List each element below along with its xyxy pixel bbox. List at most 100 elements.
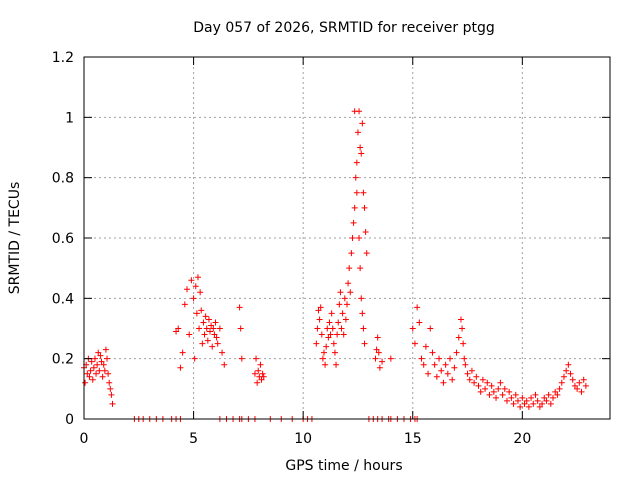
data-point [212, 319, 219, 326]
data-point [193, 310, 200, 317]
data-point [514, 397, 521, 404]
data-point [98, 358, 105, 365]
data-point [361, 204, 368, 211]
data-point [429, 349, 436, 356]
data-point [482, 385, 489, 392]
data-point [258, 376, 265, 383]
data-point [173, 328, 180, 335]
data-point [341, 295, 348, 302]
data-point [576, 379, 583, 386]
chart-title: Day 057 of 2026, SRMTID for receiver ptg… [193, 20, 495, 36]
data-point [94, 361, 101, 368]
data-point [359, 310, 366, 317]
data-point [336, 301, 343, 308]
data-point [567, 370, 574, 377]
data-point [199, 340, 206, 347]
data-point [197, 289, 204, 296]
x-tick-label: 0 [80, 431, 89, 447]
data-point [517, 403, 524, 410]
data-point [543, 397, 550, 404]
data-point [315, 307, 322, 314]
data-point [219, 349, 226, 356]
data-point [331, 349, 338, 356]
data-point [334, 331, 341, 338]
x-tick-label: 15 [404, 431, 422, 447]
data-point [88, 358, 95, 365]
data-point [447, 355, 454, 362]
data-point [449, 376, 456, 383]
data-point [534, 397, 541, 404]
data-point [569, 376, 576, 383]
data-point [503, 397, 510, 404]
data-point [198, 307, 205, 314]
data-point [484, 379, 491, 386]
data-point [571, 382, 578, 389]
data-point [107, 385, 114, 392]
data-point [91, 355, 98, 362]
data-point [420, 361, 427, 368]
data-point [99, 373, 106, 380]
data-point [360, 325, 367, 332]
data-point [451, 364, 458, 371]
data-point [464, 370, 471, 377]
data-point [191, 355, 198, 362]
data-point [372, 355, 379, 362]
data-point [188, 277, 195, 284]
data-point [550, 394, 557, 401]
data-point [106, 379, 113, 386]
data-point [328, 310, 335, 317]
data-point [453, 349, 460, 356]
data-point [414, 304, 421, 311]
data-point [374, 334, 381, 341]
data-point [351, 108, 358, 115]
data-point [237, 325, 244, 332]
data-point [204, 337, 211, 344]
data-point [460, 340, 467, 347]
data-point [554, 391, 561, 398]
data-point [477, 388, 484, 395]
data-point [373, 346, 380, 353]
data-point [213, 334, 220, 341]
data-point [411, 340, 418, 347]
data-point [194, 274, 201, 281]
data-point [499, 391, 506, 398]
data-point [351, 204, 358, 211]
data-point [337, 289, 344, 296]
data-point [200, 319, 207, 326]
y-tick-label: 1 [65, 110, 74, 126]
data-point [488, 382, 495, 389]
data-point [342, 316, 349, 323]
data-point [545, 391, 552, 398]
data-point [422, 343, 429, 350]
data-point [427, 325, 434, 332]
data-point [519, 394, 526, 401]
data-point [532, 391, 539, 398]
data-point [461, 355, 468, 362]
data-point [177, 364, 184, 371]
data-point [361, 340, 368, 347]
data-point [376, 364, 383, 371]
data-point [521, 400, 528, 407]
data-point [530, 400, 537, 407]
data-point [186, 331, 193, 338]
data-point [320, 349, 327, 356]
data-point [357, 144, 364, 151]
data-point [358, 150, 365, 157]
data-point [528, 394, 535, 401]
data-point [541, 394, 548, 401]
data-point [416, 319, 423, 326]
data-point [253, 355, 260, 362]
data-point [89, 376, 96, 383]
data-point [360, 189, 367, 196]
data-point [102, 346, 109, 353]
data-point [466, 376, 473, 383]
y-axis-label: SRMTID / TECUs [7, 182, 23, 295]
data-point [475, 382, 482, 389]
data-point [190, 295, 197, 302]
data-point [459, 325, 466, 332]
data-point [354, 129, 361, 136]
data-point [493, 394, 500, 401]
y-tick-label: 0.6 [52, 231, 74, 247]
data-point [563, 367, 570, 374]
